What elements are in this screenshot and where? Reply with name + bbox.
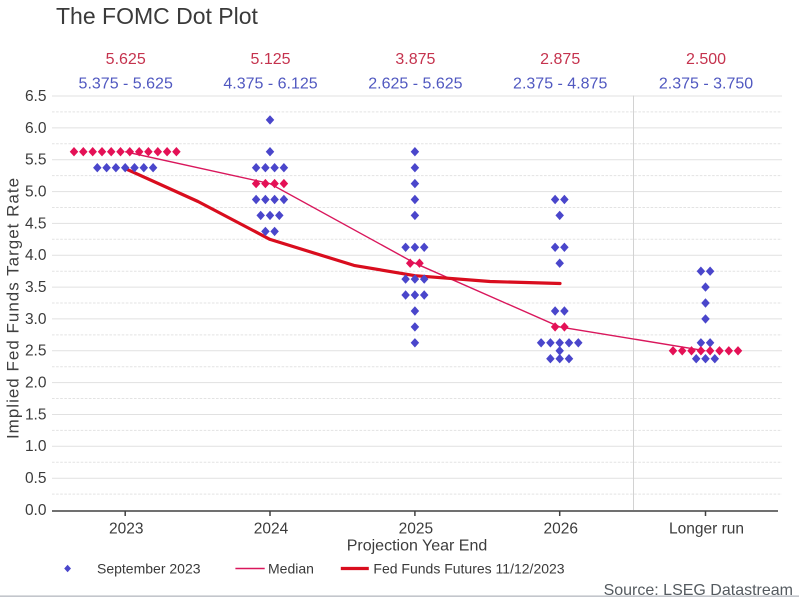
svg-text:Median: Median bbox=[268, 561, 314, 577]
svg-text:Implied Fed Funds Target Rate: Implied Fed Funds Target Rate bbox=[4, 177, 23, 439]
svg-text:2.375 - 4.875: 2.375 - 4.875 bbox=[513, 76, 607, 93]
svg-text:Source: LSEG Datastream: Source: LSEG Datastream bbox=[604, 582, 793, 599]
svg-text:September 2023: September 2023 bbox=[97, 561, 201, 577]
svg-text:5.375 - 5.625: 5.375 - 5.625 bbox=[79, 76, 173, 93]
svg-text:2023: 2023 bbox=[109, 521, 143, 538]
svg-text:2026: 2026 bbox=[543, 521, 577, 538]
svg-text:1.0: 1.0 bbox=[25, 438, 47, 455]
svg-text:2.5: 2.5 bbox=[25, 343, 47, 360]
svg-text:0.5: 0.5 bbox=[25, 470, 47, 487]
svg-text:Longer run: Longer run bbox=[669, 521, 744, 538]
svg-text:3.875: 3.875 bbox=[395, 51, 435, 68]
svg-text:6.5: 6.5 bbox=[25, 88, 47, 105]
svg-text:2.875: 2.875 bbox=[540, 51, 580, 68]
svg-text:Fed Funds Futures 11/12/2023: Fed Funds Futures 11/12/2023 bbox=[373, 561, 564, 577]
svg-text:0.0: 0.0 bbox=[25, 502, 47, 519]
svg-text:2.375 - 3.750: 2.375 - 3.750 bbox=[659, 76, 753, 93]
svg-text:5.625: 5.625 bbox=[106, 51, 146, 68]
svg-text:3.5: 3.5 bbox=[25, 279, 47, 296]
svg-text:The FOMC Dot Plot: The FOMC Dot Plot bbox=[56, 3, 259, 29]
svg-text:5.125: 5.125 bbox=[250, 51, 290, 68]
svg-text:2.625 - 5.625: 2.625 - 5.625 bbox=[368, 76, 462, 93]
svg-text:4.375 - 6.125: 4.375 - 6.125 bbox=[223, 76, 317, 93]
svg-text:Projection Year End: Projection Year End bbox=[347, 538, 488, 555]
svg-text:1.5: 1.5 bbox=[25, 406, 47, 423]
svg-text:5.0: 5.0 bbox=[25, 184, 47, 201]
svg-text:4.0: 4.0 bbox=[25, 247, 47, 264]
svg-text:3.0: 3.0 bbox=[25, 311, 47, 328]
svg-text:2.500: 2.500 bbox=[686, 51, 726, 68]
svg-text:4.5: 4.5 bbox=[25, 215, 47, 232]
svg-text:2.0: 2.0 bbox=[25, 375, 47, 392]
svg-text:6.0: 6.0 bbox=[25, 120, 47, 137]
svg-text:2025: 2025 bbox=[399, 521, 433, 538]
svg-text:5.5: 5.5 bbox=[25, 152, 47, 169]
svg-text:2024: 2024 bbox=[254, 521, 289, 538]
